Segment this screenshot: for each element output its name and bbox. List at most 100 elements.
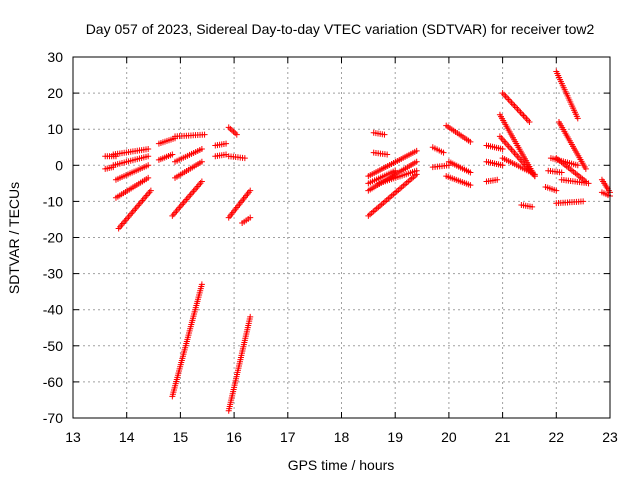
series-arc-37: [499, 90, 533, 125]
x-tick-label: 19: [387, 429, 403, 445]
data-point: [582, 165, 589, 172]
series-arc-10: [172, 131, 208, 140]
data-point: [145, 153, 152, 160]
series-arc-36: [483, 158, 506, 169]
series-arc-41: [518, 202, 536, 210]
series-arc-29: [429, 144, 447, 156]
series-arc-33: [445, 158, 474, 176]
series-arc-07: [115, 187, 154, 232]
x-axis-label: GPS time / hours: [288, 457, 395, 473]
data-point: [585, 180, 592, 187]
data-point: [247, 313, 254, 320]
series-arc-13: [169, 178, 205, 219]
data-point: [384, 151, 391, 158]
data-point: [494, 176, 501, 183]
data-point: [558, 169, 565, 176]
y-tick-label: -70: [43, 410, 63, 426]
series-arc-18: [225, 187, 254, 221]
data-point: [413, 147, 420, 154]
data-point: [145, 174, 152, 181]
grid-lines: [73, 57, 610, 418]
data-point: [145, 146, 152, 153]
series-arc-20: [169, 281, 205, 400]
series-arc-27: [376, 167, 420, 187]
series-arc-17: [225, 153, 248, 162]
data-point: [169, 151, 176, 158]
y-tick-label: 0: [55, 157, 63, 173]
data-point: [467, 169, 474, 176]
axis-ticks: 13 14 15 16 17 18 19 20 21 22 23 30 20 10 0 -10 -20 -30 -4…: [43, 49, 618, 445]
series-arc-34: [483, 176, 501, 185]
data-point: [440, 149, 447, 156]
data-point: [413, 158, 420, 165]
data-point: [247, 187, 254, 194]
data-point: [526, 118, 533, 125]
y-tick-label: 30: [47, 49, 63, 65]
data-point: [531, 171, 538, 178]
series-arc-25: [365, 147, 420, 180]
data-point: [147, 187, 154, 194]
x-tick-label: 20: [441, 429, 457, 445]
x-tick-label: 18: [334, 429, 350, 445]
series-arc-03: [110, 146, 152, 158]
series-arc-31: [443, 122, 474, 145]
x-tick-label: 14: [119, 429, 135, 445]
y-tick-label: 10: [47, 121, 63, 137]
x-tick-label: 17: [280, 429, 296, 445]
y-tick-label: -50: [43, 338, 63, 354]
series-arc-12: [172, 158, 205, 181]
series-arc-43: [545, 167, 565, 176]
data-point: [145, 162, 152, 169]
series-arc-23: [370, 149, 391, 158]
y-axis-label: SDTVAR / TECUs: [6, 182, 22, 294]
data-point: [553, 187, 560, 194]
data-point: [198, 178, 205, 185]
data-point: [580, 198, 587, 205]
data-point: [198, 158, 205, 165]
data-point: [413, 171, 420, 178]
data-point: [467, 182, 474, 189]
x-tick-label: 21: [495, 429, 511, 445]
data-points: [102, 68, 613, 414]
y-tick-label: -30: [43, 266, 63, 282]
series-arc-42: [542, 183, 560, 194]
series-arc-40: [499, 155, 538, 178]
series-arc-05: [112, 162, 152, 183]
series-arc-49: [553, 198, 587, 207]
series-arc-09: [155, 151, 176, 163]
data-point: [198, 281, 205, 288]
y-tick-label: 20: [47, 85, 63, 101]
chart-title: Day 057 of 2023, Sidereal Day-to-day VTE…: [86, 21, 595, 37]
series-arc-48: [558, 176, 592, 187]
x-tick-label: 13: [65, 429, 81, 445]
y-tick-label: -40: [43, 302, 63, 318]
series-arc-45: [553, 68, 581, 122]
x-tick-label: 22: [549, 429, 565, 445]
series-arc-32: [443, 173, 474, 189]
data-point: [499, 162, 506, 169]
data-point: [201, 131, 208, 138]
data-point: [198, 146, 205, 153]
series-arc-14: [212, 140, 230, 149]
series-arc-21: [225, 313, 254, 414]
series-arc-22: [370, 129, 388, 138]
y-tick-label: -10: [43, 193, 63, 209]
series-arc-06: [112, 174, 152, 201]
data-point: [381, 131, 388, 138]
data-point: [233, 131, 240, 138]
x-tick-label: 15: [173, 429, 189, 445]
data-point: [223, 140, 230, 147]
series-arc-24: [365, 167, 399, 187]
data-point: [574, 115, 581, 122]
series-arc-35: [483, 142, 506, 153]
series-arc-28: [365, 171, 420, 219]
data-point: [467, 138, 474, 145]
y-tick-label: -20: [43, 230, 63, 246]
series-arc-15: [212, 151, 230, 160]
series-arc-19: [239, 214, 254, 227]
data-point: [499, 146, 506, 153]
y-tick-label: -60: [43, 374, 63, 390]
series-arc-46: [555, 118, 589, 172]
